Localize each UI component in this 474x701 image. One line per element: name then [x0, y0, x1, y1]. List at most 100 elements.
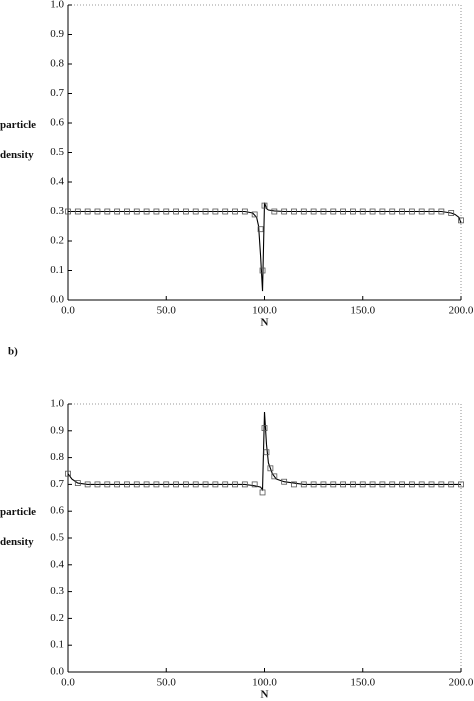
density-marker	[232, 481, 238, 488]
density-marker	[94, 481, 101, 488]
density-marker	[124, 208, 130, 215]
y-tick-label: 0.6	[50, 117, 64, 129]
density-marker	[241, 481, 248, 488]
density-marker	[133, 481, 140, 488]
density-marker	[291, 481, 297, 488]
density-marker	[458, 481, 464, 488]
density-marker	[418, 481, 425, 488]
y-tick-label: 0.4	[50, 176, 64, 188]
density-marker	[408, 208, 415, 215]
y-tick-label: 0.9	[50, 424, 64, 436]
density-marker	[232, 208, 238, 215]
density-marker	[84, 208, 91, 215]
y-tick-label: 0.4	[50, 558, 64, 570]
density-marker	[291, 208, 297, 215]
density-marker	[259, 489, 266, 496]
density-marker	[133, 208, 140, 215]
density-marker	[438, 208, 445, 215]
density-marker	[222, 481, 229, 488]
density-marker	[300, 481, 307, 488]
density-marker	[163, 481, 170, 488]
density-marker	[241, 208, 248, 215]
y-tick-label: 0.9	[50, 28, 64, 40]
density-marker	[310, 481, 317, 488]
density-marker	[320, 481, 327, 488]
density-marker	[267, 465, 274, 472]
x-tick-label: 200.0	[449, 677, 474, 689]
density-marker	[202, 208, 209, 215]
density-marker	[251, 481, 258, 488]
density-marker	[153, 481, 160, 488]
density-marker	[428, 481, 435, 488]
density-marker	[408, 481, 415, 488]
density-line	[67, 412, 461, 492]
x-axis-label: N	[261, 689, 269, 701]
density-marker	[114, 208, 121, 215]
density-marker	[320, 208, 327, 215]
y-tick-label: 0.5	[50, 146, 64, 158]
density-marker	[300, 208, 307, 215]
y-tick-label: 0.6	[50, 505, 64, 517]
y-axis-label: particle	[0, 506, 36, 518]
density-marker	[202, 481, 209, 488]
density-marker	[143, 481, 150, 488]
x-tick-label: 50.0	[157, 305, 177, 317]
y-tick-label: 0.3	[50, 585, 64, 597]
density-marker	[379, 208, 386, 215]
x-tick-label: 100.0	[252, 677, 277, 689]
density-marker	[65, 208, 71, 215]
y-tick-label: 0.7	[50, 478, 64, 490]
density-marker	[104, 481, 111, 488]
y-tick-label: 0.0	[50, 294, 64, 306]
y-tick-label: 0.8	[50, 451, 64, 463]
x-axis-label: N	[261, 317, 269, 329]
density-marker	[259, 267, 266, 274]
density-marker	[153, 208, 160, 215]
density-marker	[428, 208, 435, 215]
density-marker	[222, 208, 229, 215]
density-marker	[418, 208, 425, 215]
density-marker	[281, 208, 288, 215]
density-marker	[257, 226, 264, 233]
density-marker	[330, 208, 337, 215]
y-axis-label: density	[0, 149, 34, 161]
density-marker	[340, 481, 347, 488]
y-tick-label: 0.5	[50, 532, 64, 544]
density-marker	[94, 208, 101, 215]
density-marker	[448, 481, 455, 488]
x-tick-label: 100.0	[252, 305, 277, 317]
density-marker	[104, 208, 111, 215]
density-marker	[182, 208, 189, 215]
y-tick-label: 0.1	[50, 639, 64, 651]
y-tick-label: 0.8	[50, 58, 64, 70]
density-marker	[114, 481, 121, 488]
y-tick-label: 1.0	[50, 0, 64, 11]
x-tick-label: 0.0	[61, 677, 75, 689]
density-marker	[458, 217, 464, 224]
density-marker	[173, 481, 179, 488]
density-marker	[438, 481, 445, 488]
density-marker	[261, 425, 268, 432]
density-marker	[182, 481, 189, 488]
density-marker	[261, 202, 268, 209]
density-marker	[65, 470, 71, 477]
density-marker	[399, 481, 405, 488]
x-tick-label: 200.0	[449, 305, 474, 317]
density-marker	[389, 481, 396, 488]
density-marker	[192, 208, 199, 215]
density-marker	[389, 208, 396, 215]
density-marker	[379, 481, 386, 488]
density-marker	[350, 208, 356, 215]
density-marker	[251, 211, 258, 218]
density-marker	[369, 481, 376, 488]
density-marker	[281, 478, 288, 485]
x-tick-label: 150.0	[350, 677, 375, 689]
y-tick-label: 0.0	[50, 666, 64, 678]
panel-label: b)	[8, 346, 18, 358]
y-tick-label: 0.2	[50, 612, 64, 624]
density-marker	[340, 208, 347, 215]
density-marker	[84, 481, 91, 488]
y-tick-label: 0.7	[50, 87, 64, 99]
density-marker	[192, 481, 199, 488]
